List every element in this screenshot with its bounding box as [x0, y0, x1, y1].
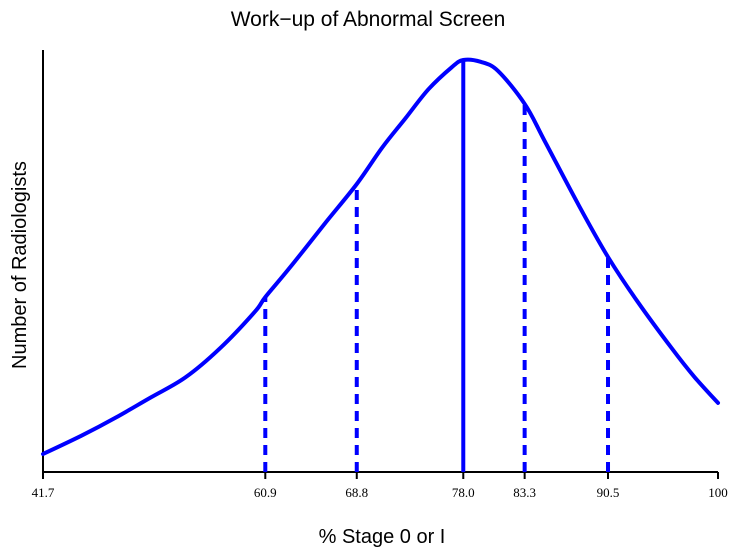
x-tick-label: 100	[708, 485, 728, 500]
chart-title: Work−up of Abnormal Screen	[231, 8, 506, 31]
x-tick-label: 68.8	[345, 485, 368, 500]
x-tick-label: 78.0	[452, 485, 475, 500]
y-axis-label-group: Number of Radiologists	[9, 161, 31, 369]
x-axis-label: % Stage 0 or I	[319, 526, 446, 548]
x-tick-label: 60.9	[254, 485, 277, 500]
x-tick-label: 41.7	[32, 485, 55, 500]
distribution-curve	[41, 57, 720, 456]
x-ticks: 41.7 60.9 68.8 78.0 83.3 90.5 100	[32, 472, 728, 500]
reference-lines	[263, 60, 611, 472]
x-tick-label: 83.3	[513, 485, 536, 500]
y-axis-label: Number of Radiologists	[9, 161, 31, 369]
x-tick-label: 90.5	[597, 485, 620, 500]
